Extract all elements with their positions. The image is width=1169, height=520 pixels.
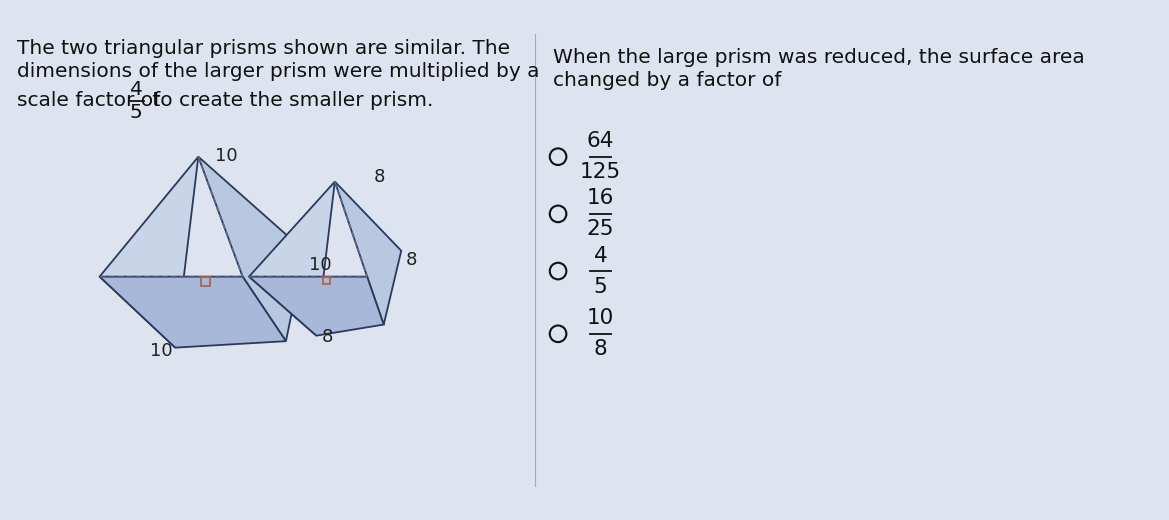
Polygon shape [249,181,334,335]
Text: to create the smaller prism.: to create the smaller prism. [146,91,434,110]
Text: 8: 8 [374,168,385,186]
Text: scale factor of: scale factor of [16,91,166,110]
Text: 8: 8 [321,328,333,346]
Text: 10: 10 [150,342,173,360]
Polygon shape [99,157,199,348]
Text: 8: 8 [406,251,417,269]
Text: 25: 25 [587,219,614,239]
Text: 4: 4 [594,245,608,266]
Text: When the large prism was reduced, the surface area: When the large prism was reduced, the su… [553,48,1085,67]
Polygon shape [249,277,383,335]
Text: The two triangular prisms shown are similar. The: The two triangular prisms shown are simi… [16,38,510,58]
Polygon shape [199,157,304,341]
Text: 10: 10 [215,148,237,165]
Text: 5: 5 [130,103,143,122]
Polygon shape [334,181,401,324]
Text: changed by a factor of: changed by a factor of [553,71,782,90]
Text: 125: 125 [580,162,621,182]
Text: 10: 10 [309,256,332,274]
Text: 8: 8 [594,340,608,359]
Text: 64: 64 [587,131,614,151]
Text: 5: 5 [594,277,608,296]
Text: 16: 16 [587,188,614,209]
Text: dimensions of the larger prism were multiplied by a: dimensions of the larger prism were mult… [16,62,539,81]
Text: 10: 10 [587,308,614,328]
Text: 4: 4 [130,80,143,99]
Polygon shape [99,277,286,348]
